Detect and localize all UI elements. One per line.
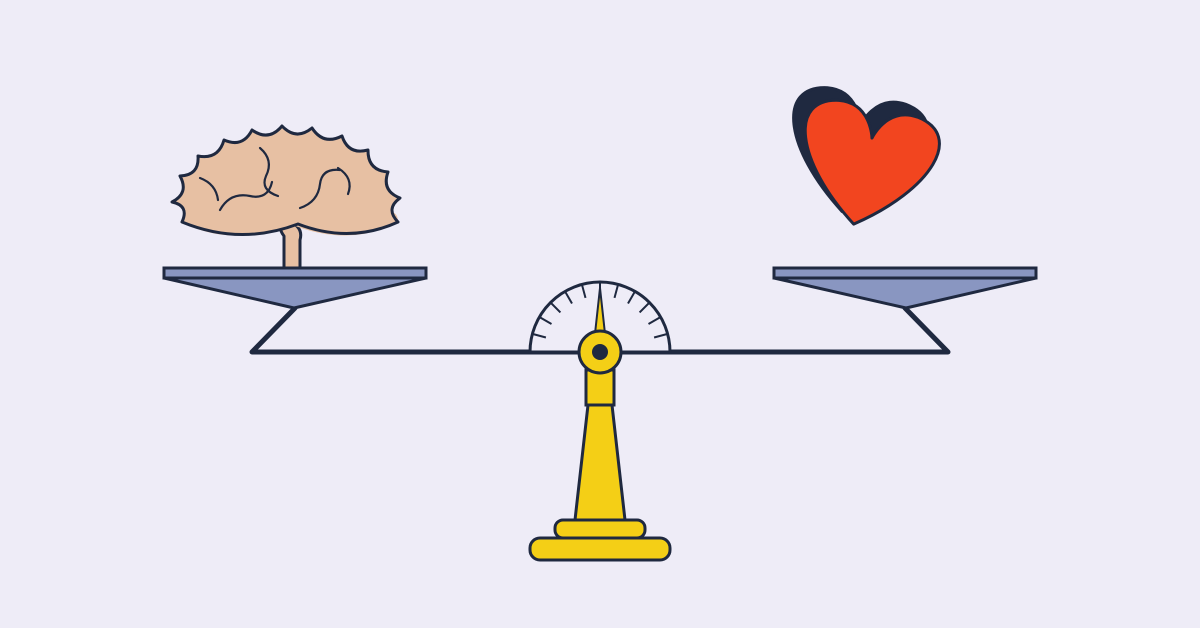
base-plate-1 <box>530 538 670 560</box>
pivot-inner <box>592 344 608 360</box>
base-plate-0 <box>555 520 645 538</box>
column-cap <box>586 370 614 405</box>
